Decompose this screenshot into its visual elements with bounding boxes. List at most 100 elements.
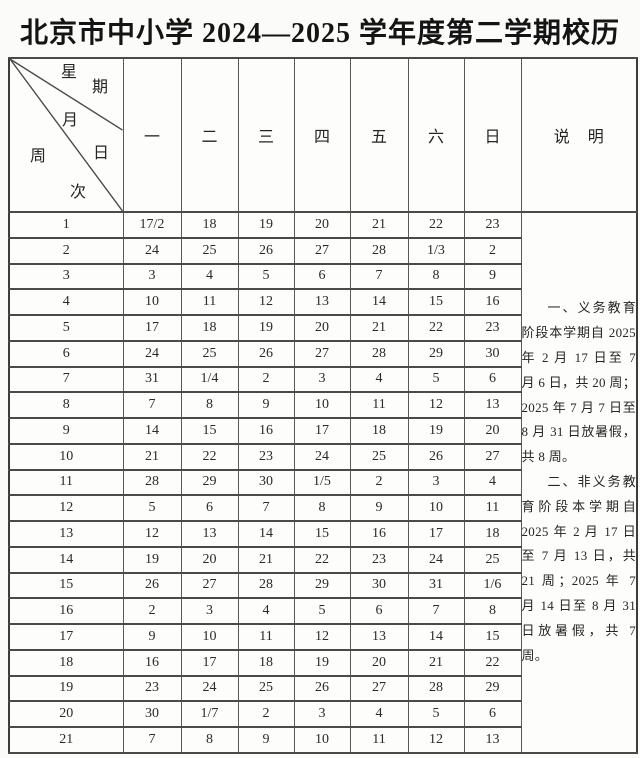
date-cell: 17/2 xyxy=(122,211,182,239)
date-cell: 20 xyxy=(293,314,351,342)
date-cell: 16 xyxy=(237,417,295,445)
date-cell: 4 xyxy=(180,262,239,291)
date-cell: 12 xyxy=(122,520,182,548)
corner-label-week-char2: 期 xyxy=(92,79,109,96)
date-cell: 4 xyxy=(463,468,522,497)
date-cell: 13 xyxy=(180,520,239,548)
date-cell: 18 xyxy=(349,417,409,445)
diagonal-divider-lines xyxy=(10,60,122,210)
date-cell: 17 xyxy=(407,520,465,548)
date-cell: 21 xyxy=(407,648,465,677)
date-cell: 10 xyxy=(122,288,182,316)
calendar-week-row: 4 10 11 12 13 14 15 16 xyxy=(8,288,637,316)
date-cell: 27 xyxy=(293,339,351,368)
date-cell: 8 xyxy=(407,262,465,291)
note-paragraph: 一、义务教育阶段本学期自 2025 年 2 月 17 日至 7 月 6 日，共 … xyxy=(521,300,636,465)
date-cell: 1/4 xyxy=(180,365,239,394)
date-cell: 5 xyxy=(122,494,182,522)
date-cell: 24 xyxy=(293,442,351,471)
calendar-week-row: 21 7 8 9 10 11 12 13 xyxy=(8,726,637,754)
date-cell: 26 xyxy=(407,442,465,471)
date-cell: 11 xyxy=(349,726,409,754)
date-cell: 21 xyxy=(349,211,409,239)
date-cell: 26 xyxy=(122,571,182,600)
date-cell: 2 xyxy=(349,468,409,497)
date-cell: 26 xyxy=(293,674,351,703)
date-cell: 15 xyxy=(293,520,351,548)
date-cell: 23 xyxy=(122,674,182,703)
calendar-week-row: 19 23 24 25 26 27 28 29 xyxy=(8,674,637,703)
date-cell: 1/3 xyxy=(407,236,465,265)
date-cell: 11 xyxy=(237,623,295,651)
date-cell: 19 xyxy=(293,648,351,677)
week-number-cell: 5 xyxy=(8,314,124,342)
week-number-cell: 2 xyxy=(8,236,124,265)
date-cell: 26 xyxy=(237,339,295,368)
date-cell: 31 xyxy=(407,571,465,600)
date-cell: 25 xyxy=(349,442,409,471)
date-cell: 1/7 xyxy=(180,700,239,728)
date-cell: 16 xyxy=(349,520,409,548)
date-cell: 3 xyxy=(407,468,465,497)
day-header-wed: 三 xyxy=(237,57,295,213)
corner-label-week-char1: 星 xyxy=(61,64,78,81)
day-header-sat: 六 xyxy=(407,57,465,213)
calendar-week-row: 15 26 27 28 29 30 31 1/6 xyxy=(8,571,637,600)
date-cell: 27 xyxy=(180,571,239,600)
date-cell: 10 xyxy=(407,494,465,522)
date-cell: 22 xyxy=(463,648,522,677)
calendar-week-row: 5 17 18 19 20 21 22 23 xyxy=(8,314,637,342)
date-cell: 30 xyxy=(463,339,522,368)
date-cell: 27 xyxy=(349,674,409,703)
date-cell: 25 xyxy=(180,236,239,265)
date-cell: 2 xyxy=(463,236,522,265)
corner-header-cell: 星 期 月 周 日 次 xyxy=(8,57,124,213)
date-cell: 20 xyxy=(463,417,522,445)
date-cell: 14 xyxy=(407,623,465,651)
calendar-header-row: 星 期 月 周 日 次 一 二 三 四 五 六 日 说 明 xyxy=(8,57,638,213)
date-cell: 7 xyxy=(122,391,182,419)
date-cell: 10 xyxy=(293,391,351,419)
page-title: 北京市中小学 2024—2025 学年度第二学期校历 xyxy=(19,18,620,49)
week-number-cell: 6 xyxy=(8,339,124,368)
calendar-week-row: 17 9 10 11 12 13 14 15 xyxy=(8,623,637,651)
calendar-week-row: 12 5 6 7 8 9 10 11 xyxy=(8,494,637,522)
date-cell: 7 xyxy=(237,494,295,522)
date-cell: 7 xyxy=(349,262,409,291)
date-cell: 8 xyxy=(463,597,522,625)
week-number-cell: 1 xyxy=(8,211,124,239)
date-cell: 9 xyxy=(237,391,295,419)
week-number-cell: 19 xyxy=(8,674,124,703)
date-cell: 23 xyxy=(463,314,522,342)
date-cell: 12 xyxy=(407,391,465,419)
calendar-week-row: 18 16 17 18 19 20 21 22 xyxy=(8,648,637,677)
calendar-week-row: 16 2 3 4 5 6 7 8 xyxy=(8,597,637,625)
date-cell: 5 xyxy=(237,262,295,291)
date-cell: 6 xyxy=(463,365,522,394)
date-cell: 19 xyxy=(237,314,295,342)
date-cell: 15 xyxy=(463,623,522,651)
week-number-cell: 7 xyxy=(8,365,124,394)
date-cell: 6 xyxy=(180,494,239,522)
calendar-week-row: 20 30 1/7 2 3 4 5 6 xyxy=(8,700,637,728)
date-cell: 9 xyxy=(349,494,409,522)
week-number-cell: 21 xyxy=(8,726,124,754)
calendar-week-row: 13 12 13 14 15 16 17 18 xyxy=(8,520,637,548)
date-cell: 27 xyxy=(463,442,522,471)
week-number-cell: 20 xyxy=(8,700,124,728)
date-cell: 12 xyxy=(293,623,351,651)
calendar-week-row: 1 17/2 18 19 20 21 22 23 一、义务教育阶段本学期自 2025 年 2 月… xyxy=(8,211,638,754)
date-cell: 1/5 xyxy=(293,468,351,497)
notes-header: 说 明 xyxy=(520,57,638,213)
date-cell: 14 xyxy=(349,288,409,316)
corner-label-month: 月 xyxy=(62,112,79,129)
week-number-cell: 15 xyxy=(8,571,124,600)
date-cell: 30 xyxy=(122,700,182,728)
week-number-cell: 10 xyxy=(8,442,124,471)
date-cell: 3 xyxy=(293,365,351,394)
calendar-table: 星 期 月 周 日 次 一 二 三 四 五 六 日 说 明 1 17/2 18 19 2… xyxy=(8,57,638,754)
date-cell: 23 xyxy=(237,442,295,471)
corner-label-weekno-char2: 次 xyxy=(70,184,87,201)
